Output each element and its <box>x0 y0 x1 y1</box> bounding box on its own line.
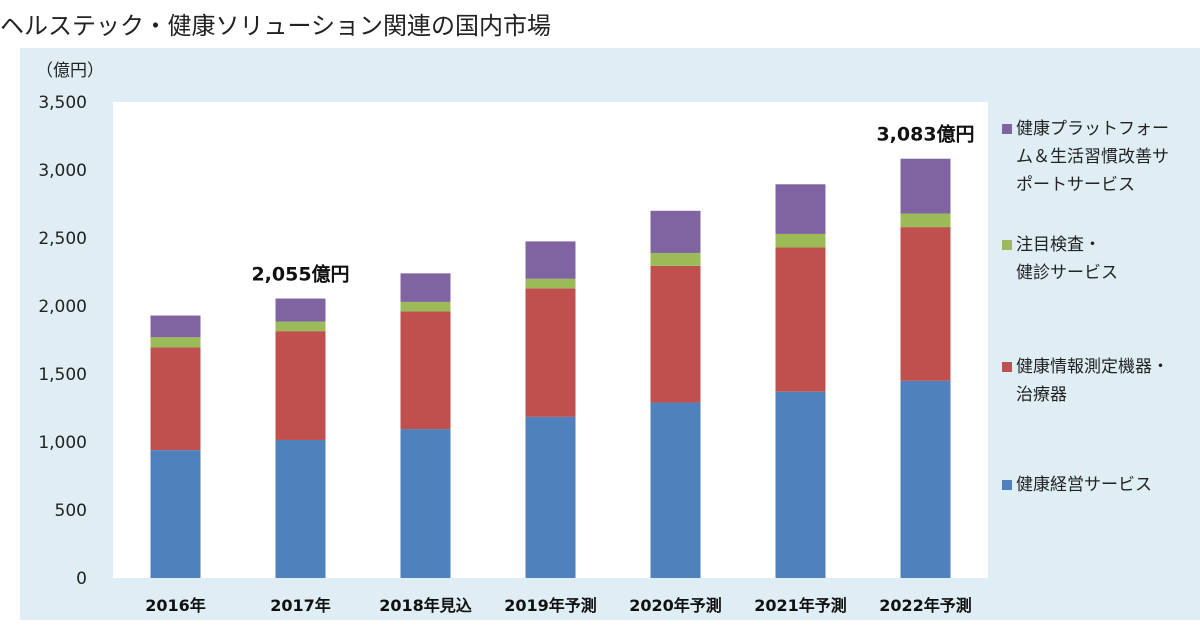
legend-label: 健康プラットフォー <box>1016 119 1169 139</box>
bar-segment <box>775 391 826 578</box>
bar-segment <box>275 298 326 322</box>
y-axis-unit-label: （億円） <box>36 61 104 81</box>
x-tick-label: 2016年 <box>145 596 206 615</box>
bar-segment <box>650 402 701 578</box>
chart-area: 0 500 1,000 1,500 2,000 2,500 3,000 3,500 （億円） 20… <box>20 48 1200 620</box>
total-annotation: 2,055億円 <box>251 263 349 286</box>
total-annotation: 3,083億円 <box>876 123 974 146</box>
bar-segment <box>150 450 201 578</box>
legend-label: 注目検査・ <box>1016 235 1101 255</box>
bar-segment <box>525 288 576 417</box>
y-tick-label: 500 <box>55 501 87 521</box>
legend-label: ポートサービス <box>1016 175 1135 195</box>
x-tick-label: 2021年予測 <box>754 596 847 615</box>
bar-segment <box>400 311 451 430</box>
bar-segment <box>900 380 951 578</box>
bar-segment <box>275 331 326 440</box>
legend-swatch <box>1002 240 1012 250</box>
bar-segment <box>400 429 451 578</box>
legend-label: ム＆生活習慣改善サ <box>1016 147 1169 167</box>
y-tick-label: 1,000 <box>38 433 87 453</box>
bar-segment <box>275 321 326 332</box>
x-tick-label: 2019年予測 <box>504 596 597 615</box>
legend-swatch <box>1002 362 1012 372</box>
bar-segment <box>900 158 951 214</box>
x-tick-label: 2017年 <box>270 596 331 615</box>
bar-segment <box>775 184 826 234</box>
bar-segment <box>650 252 701 266</box>
bar-segment <box>150 347 201 451</box>
bar-segment <box>525 416 576 578</box>
legend-swatch <box>1002 480 1012 490</box>
bar-segment <box>150 337 201 348</box>
x-tick-label: 2018年見込 <box>379 596 472 615</box>
legend-label: 健康経営サービス <box>1016 475 1152 495</box>
y-tick-label: 2,000 <box>38 297 87 317</box>
y-tick-label: 2,500 <box>38 229 87 249</box>
x-tick-label: 2022年予測 <box>879 596 972 615</box>
bar-segment <box>900 227 951 381</box>
bar-segment <box>400 301 451 312</box>
legend-swatch <box>1002 124 1012 134</box>
legend-label: 健診サービス <box>1016 263 1118 283</box>
legend-label: 健康情報測定機器・ <box>1016 357 1169 377</box>
stacked-bar-chart: 0 500 1,000 1,500 2,000 2,500 3,000 3,500 （億円） 20… <box>36 61 1169 615</box>
y-tick-label: 3,500 <box>38 93 87 113</box>
y-tick-label: 0 <box>76 569 87 589</box>
bar-segment <box>400 273 451 302</box>
chart-title: ヘルステック・健康ソリューション関連の国内市場 <box>0 12 552 40</box>
y-tick-label: 3,000 <box>38 161 87 181</box>
bar-segment <box>150 315 201 338</box>
y-tick-label: 1,500 <box>38 365 87 385</box>
bar-segment <box>775 247 826 392</box>
bar-segment <box>525 278 576 289</box>
legend-label: 治療器 <box>1016 385 1067 405</box>
x-tick-label: 2020年予測 <box>629 596 722 615</box>
bar-segment <box>900 213 951 228</box>
bar-segment <box>650 210 701 253</box>
bar-segment <box>650 265 701 403</box>
bar-segment <box>275 439 326 578</box>
bar-segment <box>775 233 826 248</box>
bar-segment <box>525 241 576 279</box>
